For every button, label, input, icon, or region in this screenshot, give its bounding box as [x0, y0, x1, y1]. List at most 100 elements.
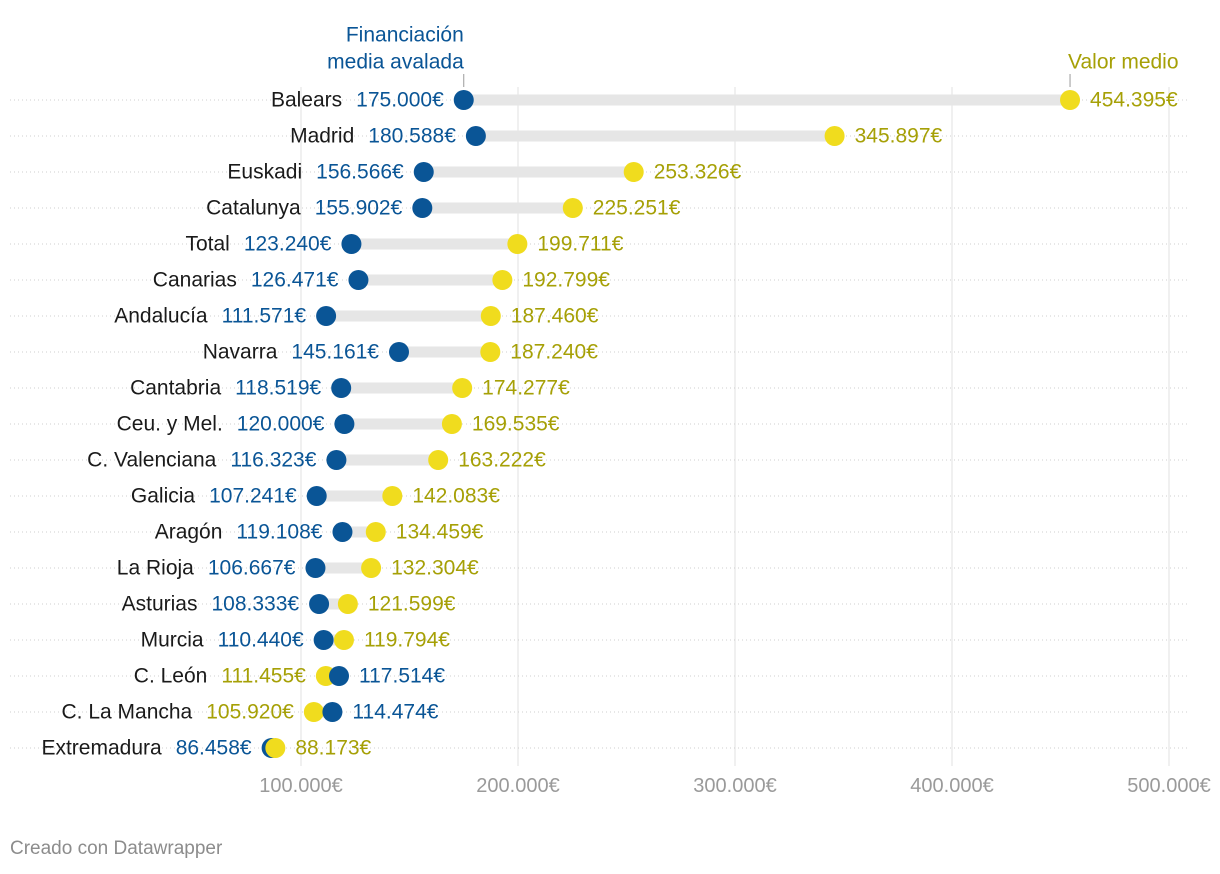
valor-dot	[333, 630, 354, 650]
financiacion-value-label: 118.519€	[235, 377, 321, 400]
region-label: Madrid	[290, 125, 354, 148]
valor-value-label: 132.304€	[391, 557, 479, 580]
financiacion-dot	[334, 414, 355, 434]
financiacion-dot	[309, 594, 330, 614]
financiacion-value-label: 120.000€	[237, 413, 325, 436]
valor-dot	[337, 594, 358, 614]
valor-value-label: 121.599€	[368, 593, 456, 616]
tick-label-2: 300.000€	[693, 775, 776, 797]
valor-value-label: 163.222€	[458, 449, 546, 472]
valor-value-label: 142.083€	[412, 485, 500, 508]
valor-dot	[623, 162, 644, 182]
valor-dot	[507, 234, 528, 254]
financiacion-value-label: 123.240€	[244, 233, 332, 256]
valor-value-label: 454.395€	[1090, 89, 1178, 112]
region-label: Cantabria	[130, 377, 221, 400]
tick-label-4: 500.000€	[1127, 775, 1210, 797]
valor-dot	[1060, 90, 1081, 110]
financiacion-dot	[331, 378, 352, 398]
annotation-financiacion-line2: media avalada	[327, 51, 464, 74]
valor-dot	[452, 378, 473, 398]
valor-value-label: 192.799€	[522, 269, 610, 292]
region-label: Aragón	[155, 521, 223, 544]
region-label: Andalucía	[114, 305, 208, 328]
valor-value-label: 134.459€	[396, 521, 484, 544]
footer-credit: Creado con Datawrapper	[10, 838, 223, 859]
financiacion-dot	[332, 522, 353, 542]
region-label: Balears	[271, 89, 342, 112]
financiacion-value-label: 86.458€	[176, 737, 252, 760]
financiacion-dot	[306, 486, 327, 506]
tick-label-3: 400.000€	[910, 775, 993, 797]
financiacion-value-label: 175.000€	[356, 89, 444, 112]
financiacion-value-label: 110.440€	[218, 629, 304, 652]
financiacion-dot	[348, 270, 369, 290]
valor-value-label: 187.460€	[511, 305, 599, 328]
region-label: C. León	[134, 665, 208, 688]
financiacion-dot	[326, 450, 347, 470]
financiacion-value-label: 116.323€	[230, 449, 316, 472]
valor-dot	[480, 342, 501, 362]
valor-value-label: 225.251€	[593, 197, 681, 220]
financiacion-dot	[322, 702, 343, 722]
valor-dot	[562, 198, 583, 218]
region-label: Total	[185, 233, 229, 256]
financiacion-dot	[413, 162, 434, 182]
valor-dot	[361, 558, 382, 578]
financiacion-dot	[341, 234, 362, 254]
financiacion-dot	[465, 126, 486, 146]
region-label: C. La Mancha	[62, 701, 193, 724]
financiacion-value-label: 106.667€	[208, 557, 296, 580]
valor-value-label: 111.455€	[221, 665, 306, 688]
tick-label-1: 200.000€	[476, 775, 559, 797]
tick-label-0: 100.000€	[259, 775, 342, 797]
valor-dot	[303, 702, 324, 722]
region-label: Canarias	[153, 269, 237, 292]
region-label: C. Valenciana	[87, 449, 217, 472]
financiacion-value-label: 156.566€	[316, 161, 404, 184]
valor-dot	[492, 270, 513, 290]
financiacion-dot	[316, 306, 337, 326]
financiacion-dot	[453, 90, 474, 110]
valor-dot	[441, 414, 462, 434]
financiacion-value-label: 119.108€	[236, 521, 322, 544]
region-label: Murcia	[141, 629, 204, 652]
valor-value-label: 88.173€	[295, 737, 371, 760]
financiacion-value-label: 145.161€	[291, 341, 379, 364]
financiacion-dot	[412, 198, 433, 218]
valor-value-label: 187.240€	[510, 341, 598, 364]
financiacion-value-label: 111.571€	[222, 305, 307, 328]
financiacion-value-label: 117.514€	[359, 665, 445, 688]
valor-dot	[428, 450, 449, 470]
valor-value-label: 253.326€	[654, 161, 742, 184]
valor-dot	[365, 522, 386, 542]
region-label: Euskadi	[227, 161, 302, 184]
region-label: Catalunya	[206, 197, 301, 220]
region-label: Navarra	[203, 341, 278, 364]
valor-dot	[824, 126, 845, 146]
financiacion-dot	[313, 630, 334, 650]
valor-dot	[382, 486, 403, 506]
valor-value-label: 199.711€	[537, 233, 623, 256]
financiacion-dot	[329, 666, 350, 686]
annotation-financiacion-line1: Financiación	[346, 24, 464, 47]
valor-value-label: 345.897€	[855, 125, 943, 148]
financiacion-dot	[388, 342, 409, 362]
valor-value-label: 169.535€	[472, 413, 560, 436]
financiacion-value-label: 107.241€	[209, 485, 297, 508]
region-label: Galicia	[131, 485, 196, 508]
valor-dot	[265, 738, 286, 758]
dot-range-chart: 100.000€ 200.000€ 300.000€ 400.000€ 500.000€…	[10, 24, 1211, 797]
valor-dot	[480, 306, 501, 326]
financiacion-value-label: 155.902€	[315, 197, 403, 220]
region-label: Asturias	[122, 593, 198, 616]
financiacion-value-label: 108.333€	[211, 593, 299, 616]
financiacion-value-label: 126.471€	[251, 269, 339, 292]
financiacion-value-label: 114.474€	[352, 701, 438, 724]
valor-value-label: 119.794€	[364, 629, 450, 652]
annotation-valor: Valor medio	[1068, 51, 1179, 74]
region-label: La Rioja	[117, 557, 194, 580]
valor-value-label: 105.920€	[206, 701, 294, 724]
financiacion-dot	[305, 558, 326, 578]
valor-value-label: 174.277€	[482, 377, 570, 400]
